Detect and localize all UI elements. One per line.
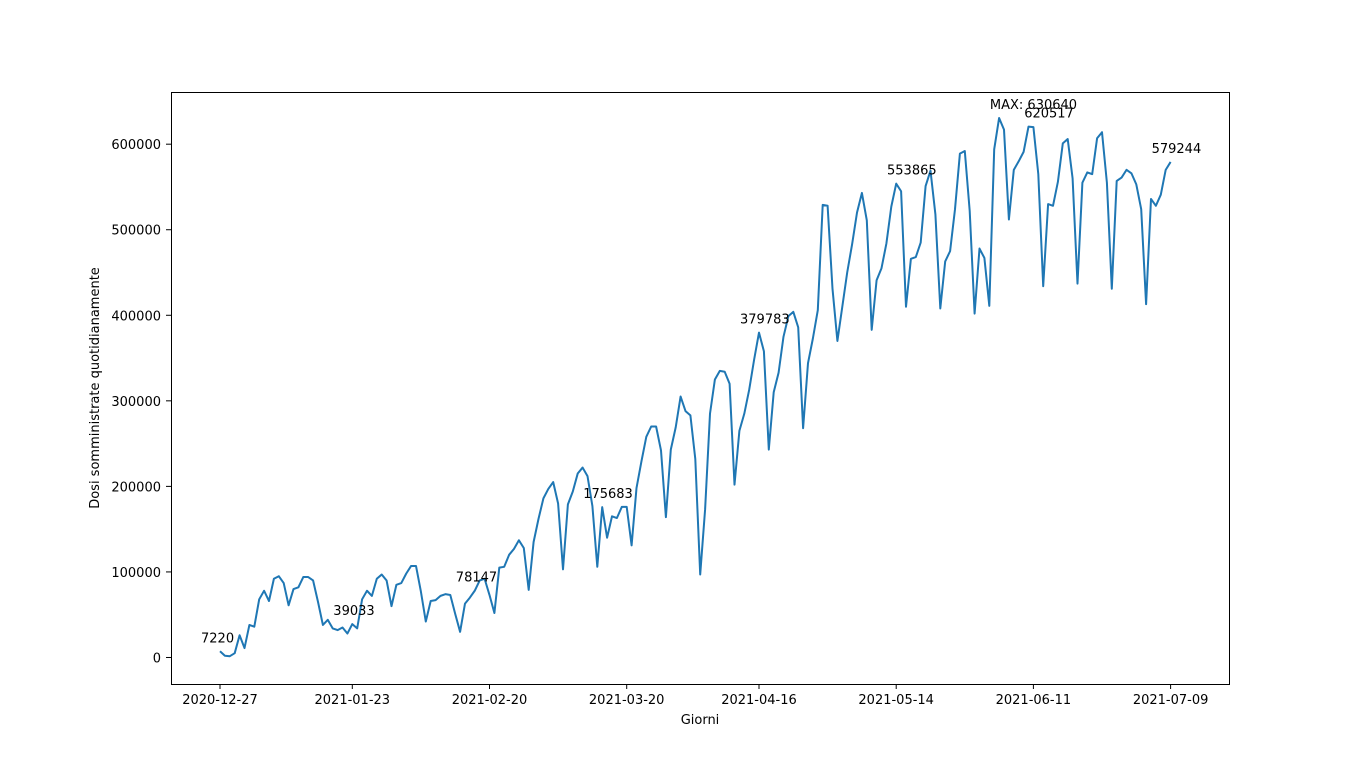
y-tick-label: 100000	[111, 566, 161, 581]
data-annotation: 7220	[201, 631, 234, 646]
data-annotation: MAX: 630640	[990, 98, 1077, 113]
plot-frame	[171, 92, 1230, 685]
x-tick-label: 2021-05-14	[858, 693, 934, 708]
x-tick-label: 2021-01-23	[315, 693, 391, 708]
data-annotation: 39033	[333, 604, 374, 619]
x-tick-label: 2021-04-16	[721, 693, 797, 708]
y-tick-label: 500000	[111, 224, 161, 239]
x-tick-label: 2021-02-20	[452, 693, 528, 708]
doses-series-line	[219, 116, 1172, 658]
annotations: 7220 39033 78147 175683 379783 553865 MAX: 630…	[201, 98, 1201, 646]
y-axis: 0 100000 200000 300000 400000 500000 600000	[111, 138, 171, 666]
data-annotation: 379783	[740, 313, 790, 328]
x-tick-label: 2021-03-20	[589, 693, 665, 708]
data-annotation: 553865	[887, 164, 937, 179]
y-tick-label: 400000	[111, 309, 161, 324]
x-tick-label: 2021-07-09	[1133, 693, 1209, 708]
data-annotation: 78147	[456, 571, 497, 586]
data-annotation: 620517	[1024, 107, 1074, 122]
y-tick-label: 200000	[111, 480, 161, 495]
y-axis-label: Dosi somministrate quotidianamente	[88, 267, 103, 509]
data-annotation: 175683	[583, 487, 633, 502]
data-annotation: 579244	[1152, 142, 1202, 157]
y-tick-label: 300000	[111, 395, 161, 410]
y-tick-label: 0	[153, 651, 161, 666]
x-tick-label: 2021-06-11	[996, 693, 1072, 708]
x-tick-label: 2020-12-27	[182, 693, 258, 708]
x-axis: 2020-12-27 2021-01-23 2021-02-20 2021-03-20…	[182, 684, 1208, 708]
x-axis-label: Giorni	[681, 713, 720, 728]
y-tick-label: 600000	[111, 138, 161, 153]
